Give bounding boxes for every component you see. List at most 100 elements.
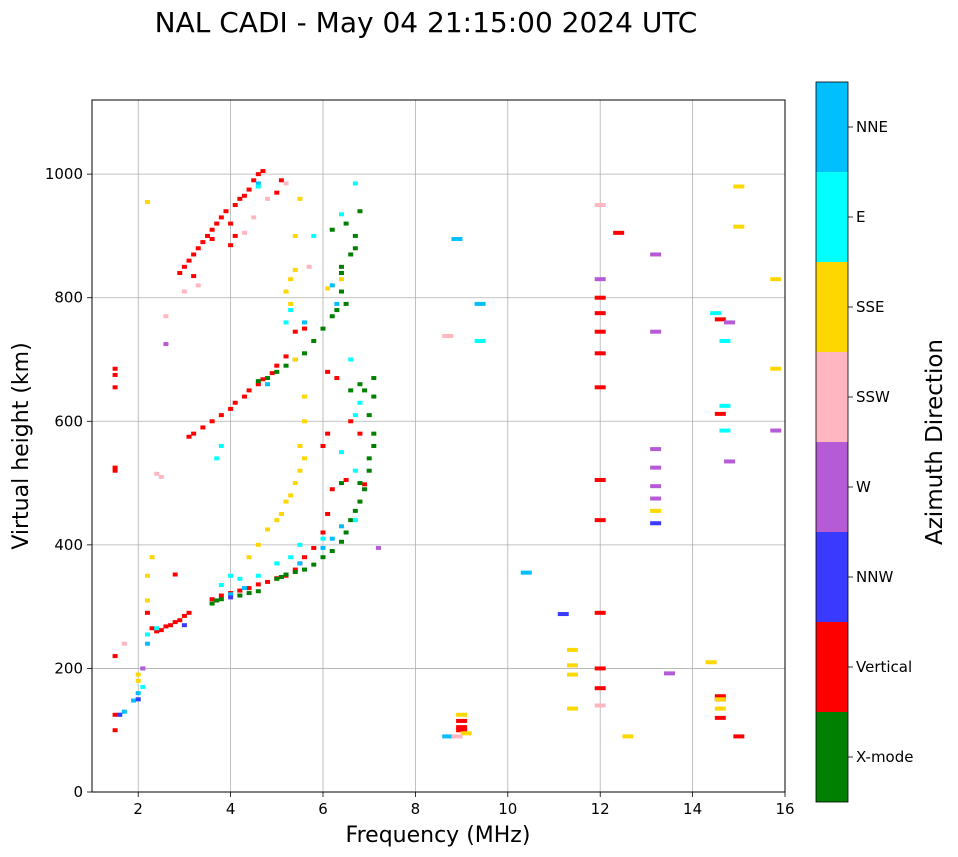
data-point-sse	[714, 706, 726, 711]
data-point-ssw	[594, 203, 606, 208]
data-point-sse	[460, 731, 472, 736]
data-point-e	[218, 444, 224, 448]
data-point-vertical	[283, 354, 289, 359]
data-point-x-mode	[334, 308, 340, 313]
data-point-nne	[320, 545, 326, 550]
colorbar-label: W	[856, 478, 871, 496]
y-axis-label: Virtual height (km)	[9, 342, 34, 549]
data-point-vertical	[269, 371, 275, 376]
colorbar-label: SSE	[856, 298, 885, 316]
colorbar-segment	[816, 262, 848, 352]
data-point-vertical	[594, 666, 606, 671]
data-point-vertical	[343, 477, 349, 482]
colorbar-frame	[815, 81, 849, 803]
data-point-vertical	[186, 610, 192, 615]
data-point-w	[664, 671, 675, 676]
data-point-w	[650, 496, 662, 501]
data-point-vertical	[209, 237, 215, 242]
chart-title: NAL CADI - May 04 21:15:00 2024 UTC	[155, 6, 698, 39]
data-point-x-mode	[362, 487, 368, 492]
data-point-vertical	[292, 329, 298, 334]
data-point-vertical	[311, 545, 317, 550]
data-point-sse	[144, 598, 150, 603]
data-point-e	[357, 400, 363, 405]
data-point-sse	[246, 555, 252, 560]
colorbar: X-mode Vertical NNW W SSW SSE E NNE	[815, 81, 913, 803]
data-point-nne	[302, 320, 308, 325]
data-point-nne	[255, 181, 261, 186]
data-point-vertical	[177, 618, 183, 623]
data-point-vertical	[613, 230, 625, 235]
data-point-vertical	[112, 654, 118, 659]
data-point-x-mode	[343, 301, 349, 306]
data-point-sse	[566, 663, 578, 668]
data-point-nne	[329, 536, 335, 541]
data-point-x-mode	[320, 555, 326, 560]
data-point-nnw	[650, 521, 662, 526]
data-point-vertical	[158, 628, 164, 633]
data-point-e	[352, 468, 358, 473]
data-points	[112, 169, 782, 739]
data-point-nne	[451, 237, 463, 242]
data-point-e	[348, 357, 354, 362]
data-point-sse	[288, 493, 294, 498]
data-point-vertical	[168, 623, 174, 628]
data-point-vertical	[357, 431, 363, 436]
data-point-x-mode	[352, 508, 358, 513]
colorbar-label: NNW	[856, 568, 893, 586]
data-point-nne	[144, 641, 150, 646]
data-point-nne	[228, 592, 234, 597]
data-point-vertical	[112, 366, 118, 371]
x-tick-label: 2	[133, 800, 143, 818]
data-point-sse	[297, 468, 303, 473]
data-point-vertical	[112, 712, 118, 717]
data-point-w	[650, 329, 662, 334]
data-point-w	[650, 447, 662, 452]
data-point-vertical	[223, 209, 229, 214]
colorbar-segment	[816, 712, 848, 802]
data-point-vertical	[594, 311, 606, 316]
data-point-vertical	[594, 610, 606, 615]
data-point-nne	[265, 382, 271, 387]
data-point-sse	[650, 508, 662, 513]
data-point-ssw	[121, 641, 127, 646]
data-point-x-mode	[292, 570, 298, 575]
data-point-vertical	[594, 329, 606, 334]
data-point-e	[719, 428, 731, 433]
data-point-vertical	[302, 555, 308, 560]
data-point-sse	[770, 277, 782, 282]
data-point-e	[352, 413, 358, 418]
data-point-vertical	[112, 468, 118, 473]
data-point-x-mode	[283, 572, 289, 577]
data-point-nne	[241, 586, 247, 591]
data-point-vertical	[181, 264, 187, 269]
data-point-x-mode	[329, 227, 335, 232]
data-point-x-mode	[357, 481, 363, 486]
data-point-ssw	[594, 703, 606, 708]
data-point-sse	[325, 286, 331, 291]
data-point-ssw	[241, 230, 247, 235]
data-point-sse	[297, 444, 303, 448]
data-point-e	[274, 561, 280, 566]
colorbar-label: E	[856, 208, 865, 226]
x-tick-label: 16	[775, 800, 794, 818]
colorbar-segment	[816, 622, 848, 712]
data-point-x-mode	[371, 394, 377, 399]
data-point-e	[218, 583, 224, 588]
data-point-vertical	[195, 246, 201, 251]
data-point-vertical	[149, 626, 155, 631]
colorbar-label: Vertical	[856, 658, 912, 676]
data-point-x-mode	[214, 598, 220, 603]
data-point-vertical	[191, 274, 197, 279]
data-point-vertical	[144, 610, 150, 615]
data-point-nne	[131, 698, 137, 703]
data-point-ssw	[306, 264, 312, 269]
data-point-x-mode	[209, 601, 215, 606]
data-point-w	[724, 459, 736, 464]
y-tick-label: 800	[54, 289, 83, 307]
plot-frame	[91, 99, 786, 793]
data-point-vertical	[714, 694, 726, 699]
data-point-vertical	[255, 172, 261, 177]
data-point-vertical	[209, 419, 215, 424]
data-point-vertical	[246, 388, 252, 393]
